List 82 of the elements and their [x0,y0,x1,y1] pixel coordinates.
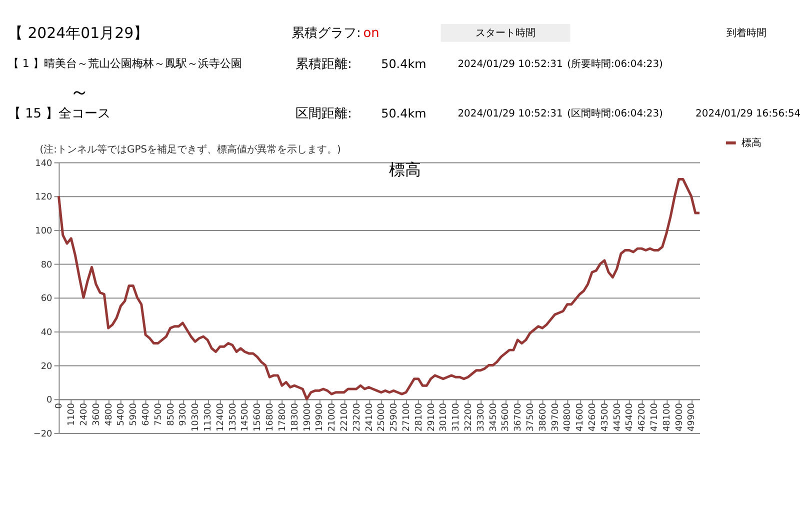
y-tick-label: 60 [40,294,53,304]
x-tick-label: 42600 [588,402,598,432]
x-tick-label: 25000 [377,402,388,432]
x-tick-label: 0 [54,402,65,409]
legend-label: 標高 [741,136,762,149]
x-tick-label: 29100 [426,402,437,432]
y-tick-label: 80 [40,260,53,270]
x-tick-label: 18300 [290,402,300,432]
y-tick-label: 20 [40,362,53,372]
x-tick-label: 11300 [204,402,214,432]
text: 【 15 】全コース [8,106,111,122]
x-tick-label: 30100 [439,402,450,432]
x-tick-label: 12400 [216,402,226,432]
text: 【 1 】晴美台～荒山公園梅林～鳳駅～浜寺公園 [8,56,242,70]
x-tick-label: 24100 [364,402,375,432]
line-series [57,178,701,400]
text: 累積距離: [296,56,352,72]
x-tick-label: 3600 [92,402,102,426]
x-tick-label: 17800 [278,402,288,432]
x-tick-label: 13500 [228,402,238,432]
x-tick-label: 38600 [538,402,548,432]
x-tick-label: 8500 [166,402,176,426]
x-tick-label: 34500 [488,402,499,432]
x-tick-label: 49900 [687,402,698,432]
x-tick-label: 48100 [662,402,672,432]
x-tick-label: 39700 [550,402,561,432]
x-tick-label: 37500 [526,402,536,432]
x-tick-label: 45400 [625,402,636,432]
y-tick-label: 120 [35,192,53,203]
x-tick-label: 36700 [514,402,524,432]
x-tick-label: 19900 [315,402,326,432]
text: 50.4km [381,106,426,121]
x-tick-label: 27100 [402,402,412,432]
text: 区間距離: [296,106,352,122]
x-tick-label: 32200 [464,402,474,432]
x-tick-label: 40800 [563,402,574,432]
x-tick-label: 14500 [240,402,251,432]
y-tick-label: 100 [35,226,53,236]
x-tick-label: 4800 [104,402,114,426]
y-tick-label: 0 [46,396,53,406]
x-tick-label: 33300 [476,402,486,432]
x-tick-label: 21000 [328,402,338,432]
x-tick-label: 5900 [129,402,140,426]
x-tick-label: 23200 [352,402,362,432]
text: 2024/01/29 10:52:31 [458,108,563,120]
chart-title: 標高 [388,160,421,180]
y-tick-label: 140 [35,158,53,169]
text: (所要時間:06:04:23) [567,58,664,70]
y-tick-label: −20 [33,429,53,440]
text: 50.4km [381,56,426,71]
x-tick-label: 19000 [302,402,313,432]
x-tick-label: 31100 [452,402,462,432]
text: 到着時間 [726,26,766,39]
x-tick-label: 43500 [600,402,610,432]
x-tick-label: 2400 [80,402,90,426]
x-tick-label: 44500 [612,402,623,432]
x-tick-label: 7500 [154,402,164,426]
text: 2024/01/29 10:52:31 [458,58,563,70]
x-tick-label: 47100 [650,402,660,432]
x-tick-label: 49000 [674,402,685,432]
x-tick-label: 35600 [501,402,512,432]
text: on [363,26,380,41]
text: 【 2024年01月29】 [8,24,149,42]
x-tick-label: 28100 [414,402,424,432]
x-tick-label: 46200 [638,402,648,432]
text: ～ [70,80,90,104]
x-tick-label: 6400 [142,402,152,426]
x-tick-label: 22100 [340,402,350,432]
x-tick-label: 25900 [390,402,400,432]
x-tick-label: 16800 [266,402,276,432]
x-tick-label: 10300 [191,402,202,432]
x-tick-label: 5400 [116,402,127,426]
x-tick-label: 1100 [67,402,78,426]
text: (区間時間:06:04:23) [567,108,664,120]
text: 2024/01/29 16:56:54 [696,108,801,120]
x-tick-label: 41600 [576,402,586,432]
x-tick-label: 9300 [178,402,189,426]
text: (注:トンネル等ではGPSを補足できず、標高値が異常を示します。) [40,143,342,156]
x-tick-label: 15600 [253,402,264,432]
y-tick-label: 40 [40,328,53,338]
text: 累積グラフ: [292,26,361,41]
text: スタート時間 [475,26,536,39]
